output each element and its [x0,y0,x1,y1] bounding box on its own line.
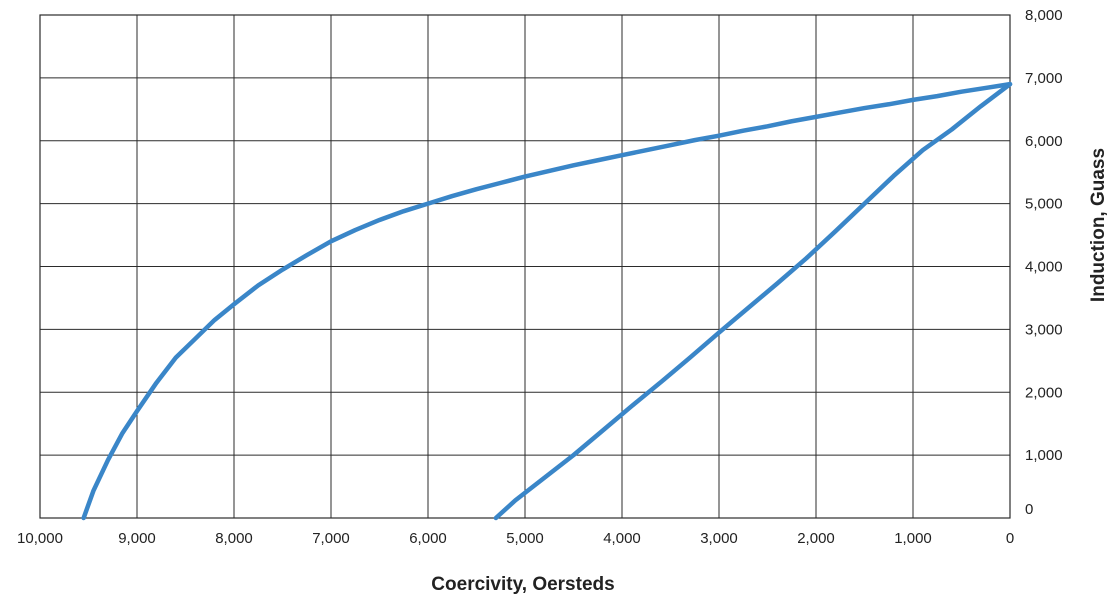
x-tick-label: 8,000 [215,530,253,547]
y-tick-label: 8,000 [1025,7,1063,24]
y-tick-label: 1,000 [1025,447,1063,464]
y-tick-label: 3,000 [1025,321,1063,338]
x-tick-label: 3,000 [700,530,738,547]
x-axis-title: Coercivity, Oersteds [431,574,614,595]
y-tick-labels: 0 1,000 2,000 3,000 4,000 5,000 6,000 7,000 8,00… [1025,7,1063,518]
x-tick-label: 1,000 [894,530,932,547]
plot-frame [39,14,1011,519]
series-layer [81,81,1013,521]
x-tick-label: 6,000 [409,530,447,547]
x-tick-labels: 10,000 9,000 8,000 7,000 6,000 5,000 4,000 3,00… [17,530,1014,547]
y-tick-label: 5,000 [1025,196,1063,213]
y-axis-title: Induction, Guass [1088,148,1109,302]
x-tick-label: 10,000 [17,530,63,547]
series-line-2 [493,81,1013,521]
y-tick-label: 2,000 [1025,384,1063,401]
series-line-1 [81,81,1013,521]
x-tick-label: 5,000 [506,530,544,547]
grid-layer [39,14,1011,519]
x-tick-label: 2,000 [797,530,835,547]
y-tick-label: 7,000 [1025,70,1063,87]
x-tick-label: 9,000 [118,530,156,547]
y-tick-label: 0 [1025,501,1033,518]
y-tick-label: 4,000 [1025,259,1063,276]
x-tick-label: 4,000 [603,530,641,547]
y-tick-label: 6,000 [1025,133,1063,150]
x-tick-label: 7,000 [312,530,350,547]
x-tick-label: 0 [1006,530,1014,547]
